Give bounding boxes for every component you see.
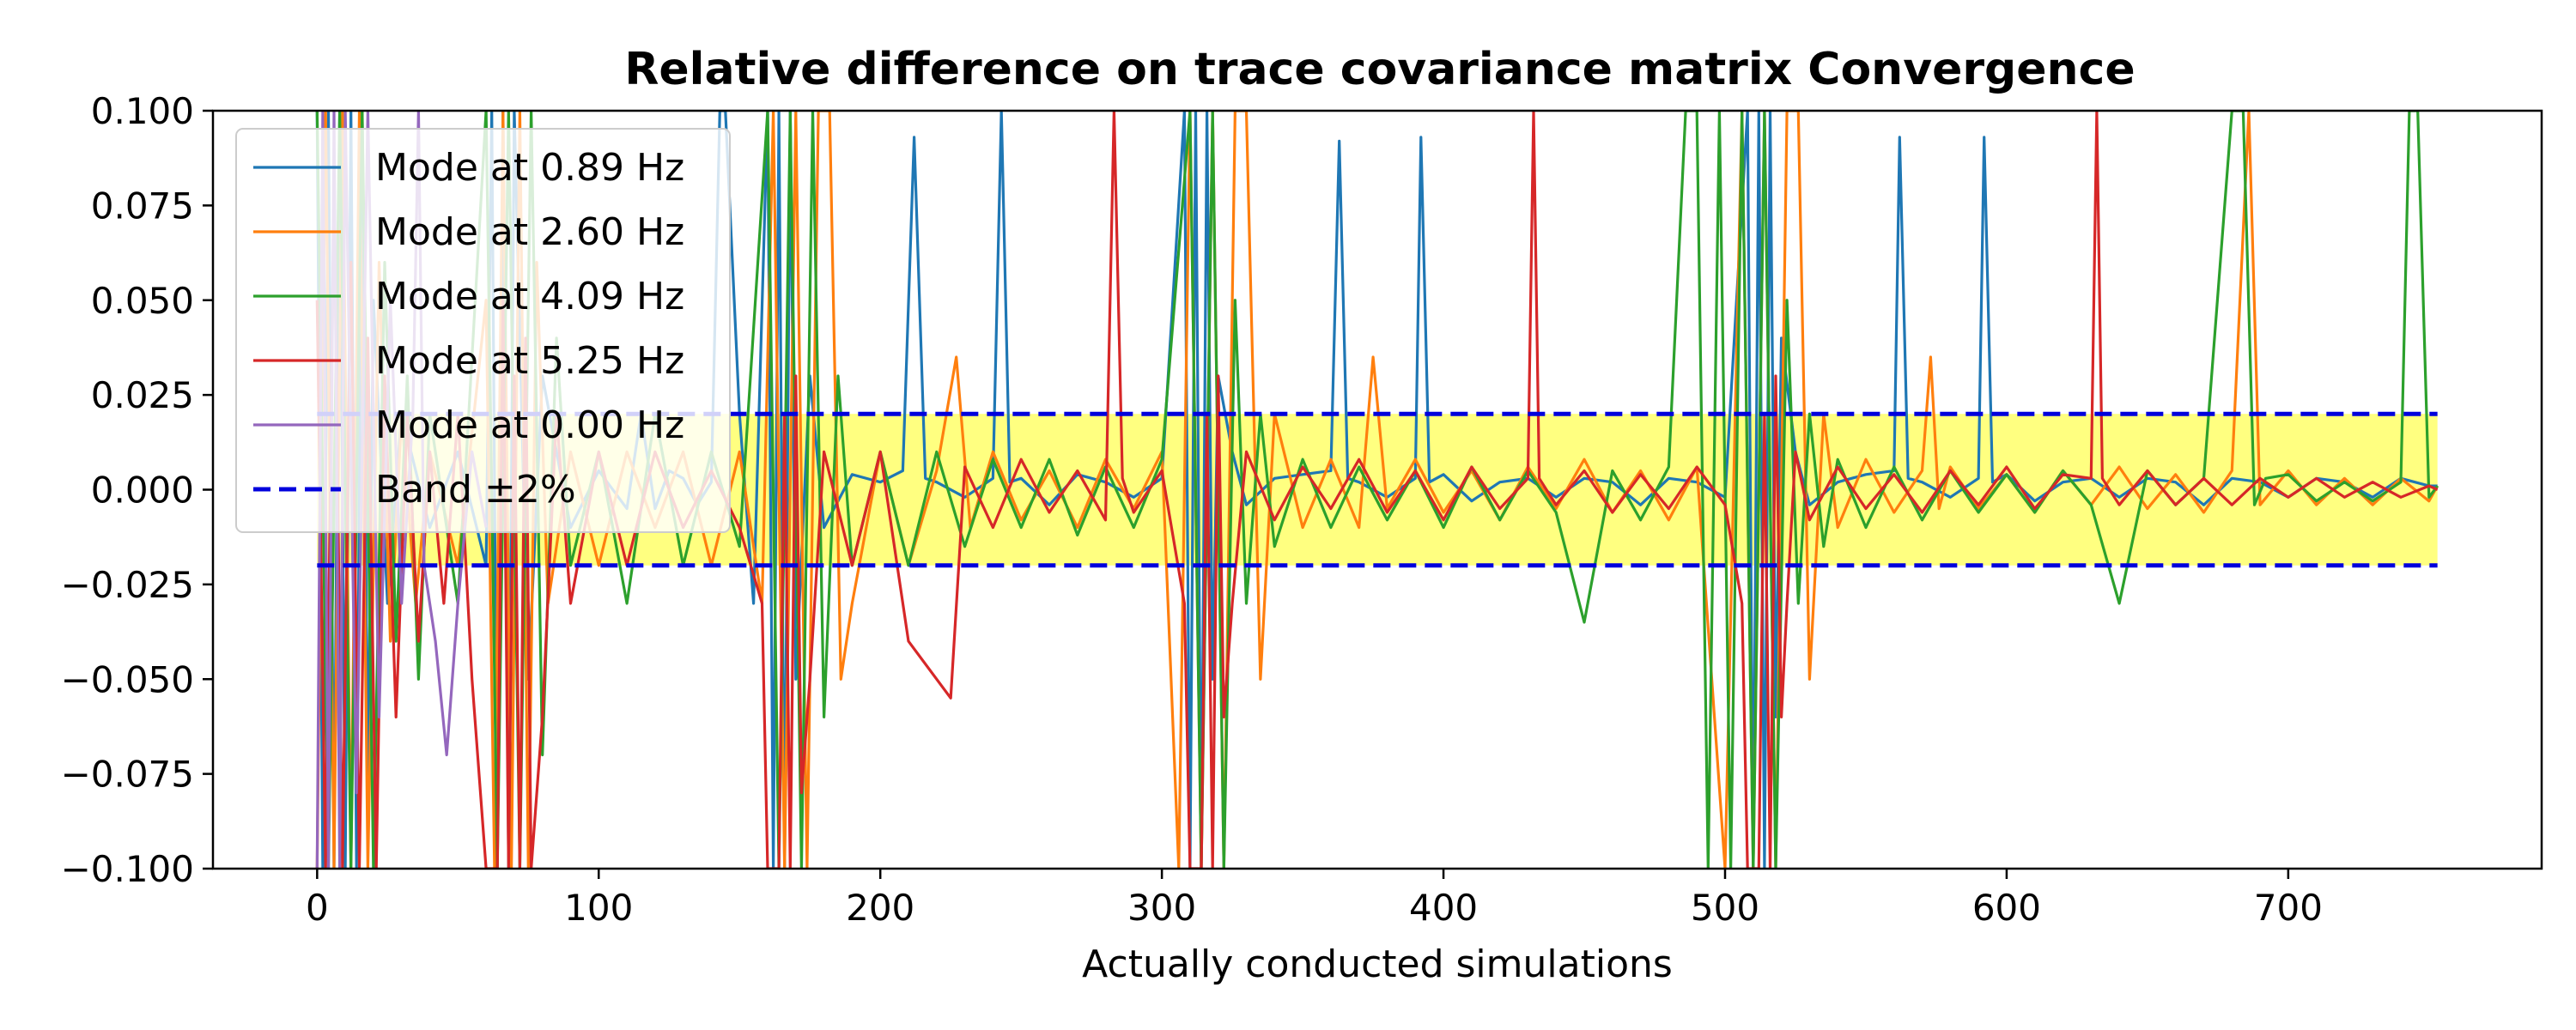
y-tick-label: −0.100 xyxy=(61,848,194,890)
x-tick-label: 600 xyxy=(1972,887,2041,929)
band-lines-layer xyxy=(317,411,2438,568)
y-tick-label: 0.000 xyxy=(91,470,194,512)
y-tick-label: −0.075 xyxy=(61,754,194,796)
legend-label: Mode at 0.89 Hz xyxy=(375,146,684,190)
y-tick-label: 0.075 xyxy=(91,185,194,227)
x-tick-label: 200 xyxy=(846,887,914,929)
series-line-4 xyxy=(315,111,2439,869)
y-axis: −0.100 −0.075 −0.050 −0.025 0.000 0.025 0.050 0… xyxy=(61,90,213,890)
legend-label: Mode at 4.09 Hz xyxy=(375,275,684,318)
series-line-2 xyxy=(315,111,2439,869)
legend-label: Mode at 5.25 Hz xyxy=(375,339,684,383)
y-tick-label: 0.025 xyxy=(91,374,194,416)
y-tick-label: 0.100 xyxy=(91,90,194,132)
legend: Mode at 0.89 Hz Mode at 2.60 Hz Mode at 4.… xyxy=(235,128,731,533)
x-axis: 0 100 200 300 400 500 600 700 xyxy=(306,869,2323,929)
x-tick-label: 300 xyxy=(1127,887,1196,929)
legend-label: Band ±2% xyxy=(375,468,576,512)
x-axis-label: Actually conducted simulations xyxy=(1082,942,1673,986)
chart-title: Relative difference on trace covariance … xyxy=(624,44,2135,95)
x-tick-label: 700 xyxy=(2254,887,2323,929)
y-tick-label: 0.050 xyxy=(91,280,194,322)
y-tick-label: −0.050 xyxy=(61,658,194,700)
legend-label: Mode at 2.60 Hz xyxy=(375,210,684,254)
x-tick-label: 500 xyxy=(1691,887,1759,929)
y-tick-label: −0.025 xyxy=(61,564,194,606)
x-tick-label: 100 xyxy=(564,887,633,929)
legend-box xyxy=(235,128,731,533)
x-tick-label: 400 xyxy=(1409,887,1478,929)
x-tick-label: 0 xyxy=(306,887,329,929)
legend-label: Mode at 0.00 Hz xyxy=(375,403,684,447)
